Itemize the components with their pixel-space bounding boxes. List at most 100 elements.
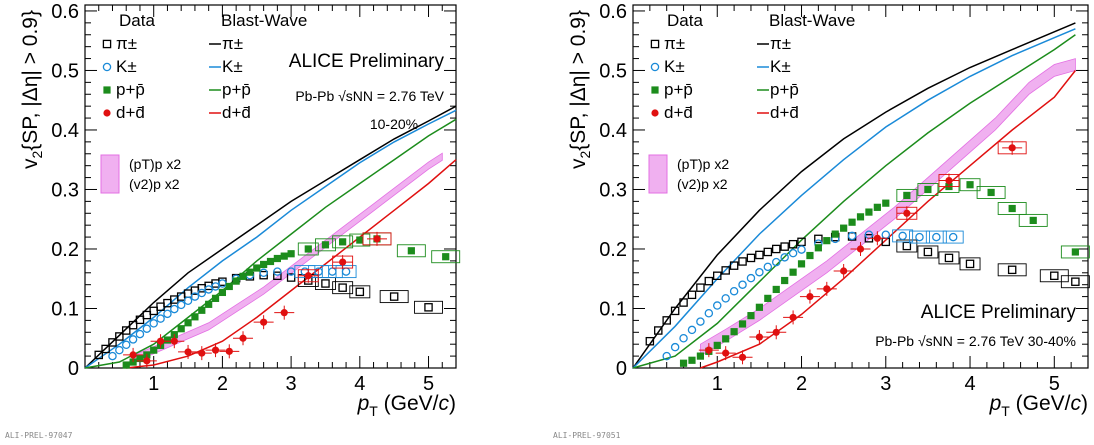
point-s2	[150, 346, 158, 354]
model-curve-1	[632, 28, 1076, 369]
point-s1	[763, 262, 773, 272]
point-s1	[687, 325, 697, 335]
point-s2	[772, 285, 780, 294]
point-s3	[738, 353, 747, 361]
point-s2	[1071, 248, 1079, 256]
point-s0	[121, 326, 131, 335]
x-tick-label: 5	[423, 373, 434, 395]
syst-box	[938, 251, 960, 265]
legend-label-data-3: d+d̄	[664, 103, 693, 122]
syst-box	[297, 242, 319, 256]
syst-box	[942, 230, 964, 244]
point-s2	[865, 208, 873, 216]
y-tick-label: 0.4	[599, 120, 627, 142]
point-s2	[903, 191, 911, 200]
syst-box	[349, 233, 371, 247]
point-s2	[764, 294, 772, 302]
syst-box	[909, 230, 930, 244]
legend-marker-3	[651, 109, 659, 117]
x-label-close: )	[449, 392, 456, 415]
point-s1	[108, 351, 117, 361]
syst-box	[959, 178, 981, 192]
point-s2	[287, 250, 295, 258]
point-s2	[205, 300, 213, 308]
point-s0	[965, 259, 975, 269]
model-curve-1	[84, 109, 457, 369]
point-s1	[679, 333, 688, 343]
legend-label-model-1: K±	[222, 57, 243, 76]
legend-label-model-2: p+p̄	[770, 80, 799, 99]
x-label-p: p	[357, 392, 370, 415]
legend-band-swatch	[648, 154, 668, 194]
syst-box	[332, 235, 354, 249]
x-tick-label: 5	[1049, 373, 1060, 395]
point-s1	[149, 319, 158, 328]
point-s1	[670, 342, 680, 352]
point-s0	[183, 289, 193, 298]
point-s3	[170, 337, 178, 345]
point-s1	[662, 351, 671, 361]
point-s1	[881, 230, 891, 239]
y-label-rest: {SP, |Δη| > 0.9}	[19, 10, 42, 151]
point-s2	[177, 325, 185, 333]
y-label-sub: 2	[577, 151, 593, 159]
x-axis-label: pT (GeV/c)	[357, 392, 456, 419]
point-s2	[840, 224, 848, 232]
point-s0	[108, 338, 117, 347]
point-s0	[115, 332, 124, 341]
point-s1	[170, 304, 179, 314]
point-s2	[218, 288, 227, 297]
point-s1	[771, 257, 781, 267]
point-s0	[696, 283, 705, 292]
annotation-centrality: 10-20%	[370, 116, 418, 132]
point-s1	[273, 267, 282, 276]
point-s0	[704, 276, 714, 286]
point-s2	[304, 245, 312, 253]
point-s2	[321, 241, 330, 249]
point-s0	[923, 247, 933, 257]
point-s1	[948, 232, 958, 242]
point-s1	[163, 309, 172, 319]
point-s0	[670, 306, 680, 316]
point-s2	[987, 188, 995, 197]
annotation-alice: ALICE Preliminary	[921, 302, 1077, 323]
legend-label-data-2: p+p̄	[664, 80, 693, 99]
legend-label-data-1: K±	[116, 57, 137, 76]
point-s0	[780, 242, 789, 251]
legend-label-model-3: d+d̄	[222, 103, 251, 122]
point-s3	[156, 337, 165, 345]
point-s0	[149, 306, 158, 316]
point-s2	[356, 236, 364, 244]
point-s3	[722, 349, 730, 357]
point-s3	[239, 334, 247, 342]
legend-label-model-0: π±	[222, 34, 243, 53]
point-s3	[184, 348, 192, 356]
legend-marker-1	[102, 62, 112, 72]
point-s1	[128, 335, 138, 344]
x-label-sub: T	[1001, 403, 1010, 419]
point-s1	[121, 340, 131, 350]
syst-box	[892, 229, 914, 243]
x-tick-label: 2	[217, 373, 228, 395]
point-s2	[339, 238, 347, 246]
point-s1	[176, 300, 186, 310]
point-s3	[823, 285, 831, 293]
point-s0	[662, 316, 671, 325]
legend-band-label-0: (pT)p x2	[129, 156, 181, 172]
point-s3	[873, 234, 881, 242]
point-s1	[259, 268, 268, 278]
point-s2	[696, 352, 705, 360]
y-tick-label: 0.3	[51, 179, 79, 201]
point-s3	[339, 258, 347, 266]
syst-box	[925, 230, 947, 244]
point-s3	[260, 318, 268, 326]
point-s2	[814, 244, 822, 252]
legend-label-data-0: π±	[664, 34, 685, 53]
point-s3	[903, 209, 911, 217]
point-s0	[713, 271, 722, 281]
point-s1	[341, 267, 351, 276]
point-s2	[129, 358, 137, 366]
point-s0	[755, 250, 764, 260]
point-s1	[729, 286, 739, 296]
panel-left: 1 2 3 4 500.10.20.30.40.50.6pT (GeV/c)v2{SP,…	[5, 1, 461, 440]
